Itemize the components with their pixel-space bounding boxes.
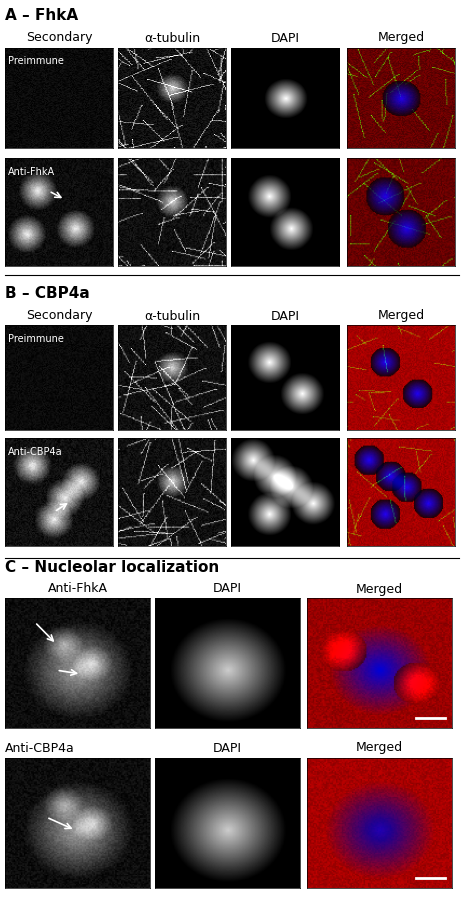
Text: α-tubulin: α-tubulin bbox=[144, 32, 200, 44]
Text: Secondary: Secondary bbox=[25, 32, 92, 44]
Text: Anti-CBP4a: Anti-CBP4a bbox=[5, 741, 75, 755]
Text: DAPI: DAPI bbox=[270, 310, 299, 323]
Text: B – CBP4a: B – CBP4a bbox=[5, 286, 89, 302]
Text: Merged: Merged bbox=[376, 32, 424, 44]
Text: A – FhkA: A – FhkA bbox=[5, 8, 78, 24]
Text: Preimmune: Preimmune bbox=[8, 334, 63, 344]
Text: Merged: Merged bbox=[376, 310, 424, 323]
Text: DAPI: DAPI bbox=[213, 741, 242, 755]
Text: Anti-FhkA: Anti-FhkA bbox=[47, 583, 107, 595]
Text: Preimmune: Preimmune bbox=[8, 56, 63, 66]
Text: α-tubulin: α-tubulin bbox=[144, 310, 200, 323]
Text: DAPI: DAPI bbox=[213, 583, 242, 595]
Text: Anti-FhkA: Anti-FhkA bbox=[8, 168, 55, 178]
Text: Merged: Merged bbox=[355, 583, 402, 595]
Text: C – Nucleolar localization: C – Nucleolar localization bbox=[5, 561, 219, 575]
Text: Secondary: Secondary bbox=[25, 310, 92, 323]
Text: DAPI: DAPI bbox=[270, 32, 299, 44]
Text: Anti-CBP4a: Anti-CBP4a bbox=[8, 448, 62, 458]
Text: Merged: Merged bbox=[355, 741, 402, 755]
